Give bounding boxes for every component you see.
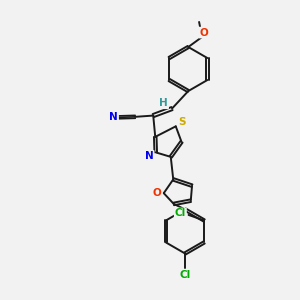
Text: S: S [178, 117, 186, 127]
Text: H: H [159, 98, 168, 108]
Text: Cl: Cl [179, 270, 191, 280]
Text: N: N [145, 151, 154, 161]
Text: N: N [109, 112, 118, 122]
Text: O: O [199, 28, 208, 38]
Text: Cl: Cl [175, 208, 186, 218]
Text: O: O [153, 188, 162, 198]
